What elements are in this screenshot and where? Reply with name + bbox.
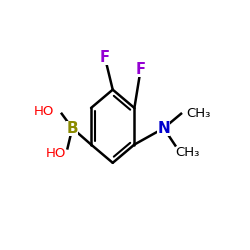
Text: F: F bbox=[100, 50, 110, 66]
Text: CH₃: CH₃ bbox=[186, 107, 210, 120]
Text: HO: HO bbox=[46, 147, 66, 160]
Text: F: F bbox=[136, 62, 146, 77]
Text: B: B bbox=[66, 121, 78, 136]
Text: N: N bbox=[157, 121, 170, 136]
Text: HO: HO bbox=[34, 105, 54, 118]
Text: CH₃: CH₃ bbox=[175, 146, 200, 159]
